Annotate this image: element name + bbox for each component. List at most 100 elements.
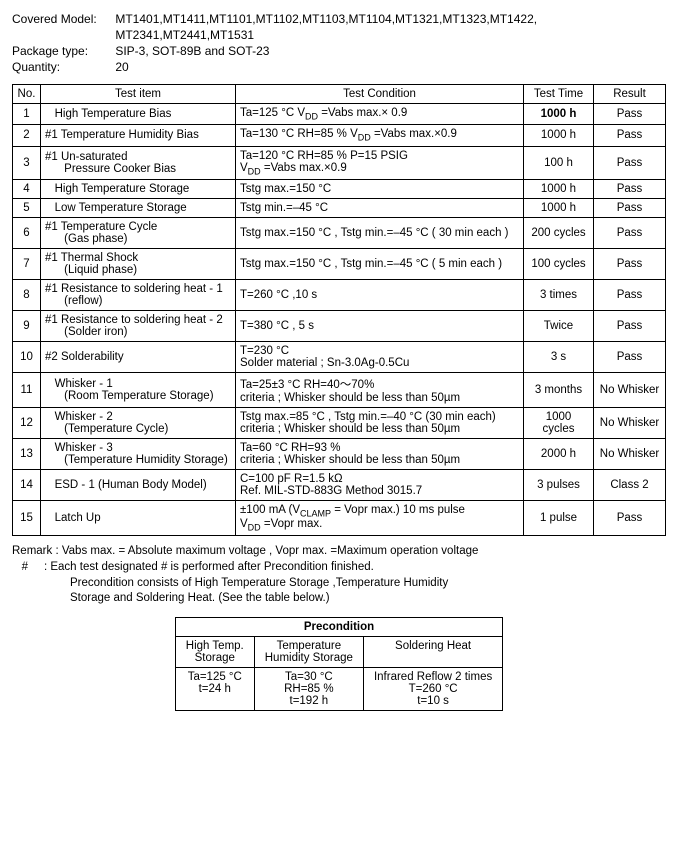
cell-no: 8 [13,279,41,310]
cell-no: 14 [13,469,41,500]
cell-result: Pass [594,248,666,279]
cell-cond: T=260 °C ,10 s [236,279,524,310]
pre-h2: TemperatureHumidity Storage [254,636,363,667]
cell-result: Pass [594,310,666,341]
spacer [12,28,112,42]
cell-no: 11 [13,372,41,407]
cell-no: 13 [13,438,41,469]
cell-item: #1 Thermal Shock (Liquid phase) [41,248,236,279]
cell-result: No Whisker [594,438,666,469]
pre-title: Precondition [175,617,502,636]
cell-no: 5 [13,198,41,217]
cell-result: Pass [594,125,666,146]
col-time: Test Time [524,85,594,104]
table-row: 12 Whisker - 2 (Temperature Cycle)Tstg m… [13,407,666,438]
cell-cond: T=380 °C , 5 s [236,310,524,341]
table-row: 4 High Temperature StorageTstg max.=150 … [13,179,666,198]
cell-result: Pass [594,146,666,179]
cell-time: 3 times [524,279,594,310]
table-row: 15 Latch Up±100 mA (VCLAMP = Vopr max.) … [13,500,666,536]
cell-cond: Tstg max.=150 °C [236,179,524,198]
cell-result: Pass [594,500,666,536]
table-header-row: No. Test item Test Condition Test Time R… [13,85,666,104]
cell-item: #1 Un-saturated Pressure Cooker Bias [41,146,236,179]
precondition-table: Precondition High Temp.Storage Temperatu… [175,617,503,711]
remark-l1: Remark : Vabs max. = Absolute maximum vo… [12,544,666,560]
model-line1: MT1401,MT1411,MT1101,MT1102,MT1103,MT110… [115,12,537,26]
table-row: 6#1 Temperature Cycle (Gas phase)Tstg ma… [13,217,666,248]
table-row: 10#2 SolderabilityT=230 °CSolder materia… [13,341,666,372]
table-row: 8#1 Resistance to soldering heat - 1 (re… [13,279,666,310]
cell-item: #1 Temperature Cycle (Gas phase) [41,217,236,248]
cell-no: 12 [13,407,41,438]
cell-cond: Ta=60 °C RH=93 %criteria ; Whisker shoul… [236,438,524,469]
remark-l3: Precondition consists of High Temperatur… [70,576,666,592]
table-row: 7#1 Thermal Shock (Liquid phase)Tstg max… [13,248,666,279]
table-row: 1 High Temperature BiasTa=125 °C VDD =Va… [13,104,666,125]
cell-result: Pass [594,198,666,217]
table-row: 3#1 Un-saturated Pressure Cooker BiasTa=… [13,146,666,179]
cell-result: Pass [594,279,666,310]
cell-no: 9 [13,310,41,341]
cell-cond: Ta=120 °C RH=85 % P=15 PSIGVDD =Vabs max… [236,146,524,179]
cell-item: Whisker - 1 (Room Temperature Storage) [41,372,236,407]
cell-time: 2000 h [524,438,594,469]
cell-cond: Tstg max.=150 °C , Tstg min.=–45 °C ( 5 … [236,248,524,279]
col-no: No. [13,85,41,104]
table-row: 2#1 Temperature Humidity BiasTa=130 °C R… [13,125,666,146]
cell-time: 1 pulse [524,500,594,536]
test-table: No. Test item Test Condition Test Time R… [12,84,666,536]
cell-item: High Temperature Storage [41,179,236,198]
table-row: 13 Whisker - 3 (Temperature Humidity Sto… [13,438,666,469]
cell-item: High Temperature Bias [41,104,236,125]
cell-time: 200 cycles [524,217,594,248]
model-label: Covered Model: [12,12,112,26]
col-result: Result [594,85,666,104]
cell-cond: Ta=125 °C VDD =Vabs max.× 0.9 [236,104,524,125]
remark-l2: # : Each test designated # is performed … [12,560,666,576]
cell-result: Pass [594,104,666,125]
package-label: Package type: [12,44,112,58]
cell-cond: T=230 °CSolder material ; Sn-3.0Ag-0.5Cu [236,341,524,372]
package-value: SIP-3, SOT-89B and SOT-23 [115,44,269,58]
cell-no: 6 [13,217,41,248]
cell-no: 1 [13,104,41,125]
cell-time: 3 s [524,341,594,372]
pre-c3: Infrared Reflow 2 timesT=260 °Ct=10 s [363,667,502,710]
cell-item: #2 Solderability [41,341,236,372]
cell-time: 1000 h [524,198,594,217]
cell-cond: Tstg max.=150 °C , Tstg min.=–45 °C ( 30… [236,217,524,248]
remark-l4: Storage and Soldering Heat. (See the tab… [70,591,666,607]
cell-no: 2 [13,125,41,146]
cell-cond: C=100 pF R=1.5 kΩRef. MIL-STD-883G Metho… [236,469,524,500]
cell-no: 3 [13,146,41,179]
pre-h3: Soldering Heat [363,636,502,667]
cell-cond: Tstg min.=–45 °C [236,198,524,217]
cell-time: 3 months [524,372,594,407]
cell-time: 1000 h [524,125,594,146]
cell-time: 100 h [524,146,594,179]
cell-item: #1 Resistance to soldering heat - 2 (Sol… [41,310,236,341]
cell-time: 1000 h [524,104,594,125]
pre-c1: Ta=125 °Ct=24 h [175,667,254,710]
cell-time: Twice [524,310,594,341]
cell-time: 1000cycles [524,407,594,438]
cell-result: Pass [594,217,666,248]
cell-item: Whisker - 2 (Temperature Cycle) [41,407,236,438]
header: Covered Model: MT1401,MT1411,MT1101,MT11… [12,12,666,74]
cell-no: 7 [13,248,41,279]
model-line2: MT2341,MT2441,MT1531 [115,28,254,42]
col-cond: Test Condition [236,85,524,104]
qty-value: 20 [115,60,128,74]
cell-item: #1 Temperature Humidity Bias [41,125,236,146]
cell-item: ESD - 1 (Human Body Model) [41,469,236,500]
cell-time: 1000 h [524,179,594,198]
cell-time: 3 pulses [524,469,594,500]
cell-time: 100 cycles [524,248,594,279]
qty-label: Quantity: [12,60,112,74]
cell-result: Pass [594,341,666,372]
table-row: 9#1 Resistance to soldering heat - 2 (So… [13,310,666,341]
cell-cond: Ta=130 °C RH=85 % VDD =Vabs max.×0.9 [236,125,524,146]
cell-result: Pass [594,179,666,198]
cell-no: 15 [13,500,41,536]
